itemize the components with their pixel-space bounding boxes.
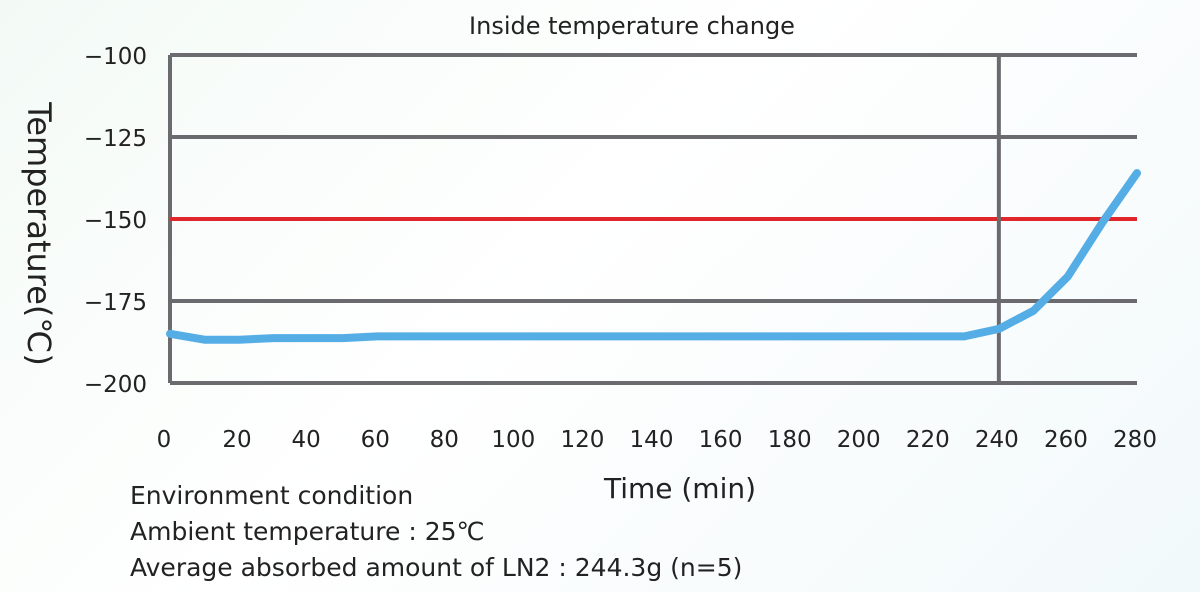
y-axis-label: Temperature(℃) [20,101,58,366]
notes-absorbed-amount: Average absorbed amount of LN2 : 244.3g … [130,553,743,582]
x-tick-label: 120 [560,427,604,453]
y-tick-labels: −100 −125 −150 −175 −200 [84,44,147,398]
chart-title: Inside temperature change [469,12,795,40]
y-tick-label: −150 [84,208,147,234]
x-tick-label: 160 [699,427,743,453]
notes-heading: Environment condition [130,481,414,510]
x-tick-label: 100 [491,427,535,453]
series-lines [166,169,1141,344]
x-tick-label: 180 [768,427,812,453]
x-tick-label: 140 [630,427,674,453]
x-tick-label: 60 [361,427,390,453]
x-tick-label: 40 [292,427,321,453]
y-tick-label: −100 [84,44,147,70]
x-tick-label: 200 [837,427,881,453]
x-tick-label: 0 [157,427,172,453]
x-tick-label: 240 [975,427,1019,453]
x-tick-label: 220 [906,427,950,453]
x-tick-label: 260 [1044,427,1088,453]
inside-temperature-line [166,169,1141,344]
x-tick-label: 280 [1113,427,1157,453]
x-tick-label: 80 [430,427,459,453]
y-tick-label: −125 [84,126,147,152]
x-tick-labels: 0 20 40 60 80 100 120 140 160 180 200 220 240 260 280 [157,427,1157,453]
notes-ambient-temperature: Ambient temperature : 25℃ [130,517,485,546]
environment-notes: Environment condition Ambient temperatur… [130,478,742,586]
x-tick-label: 20 [222,427,251,453]
y-tick-label: −175 [84,290,147,316]
x-axis-label: Time (min) [603,472,756,505]
y-tick-label: −200 [84,372,147,398]
